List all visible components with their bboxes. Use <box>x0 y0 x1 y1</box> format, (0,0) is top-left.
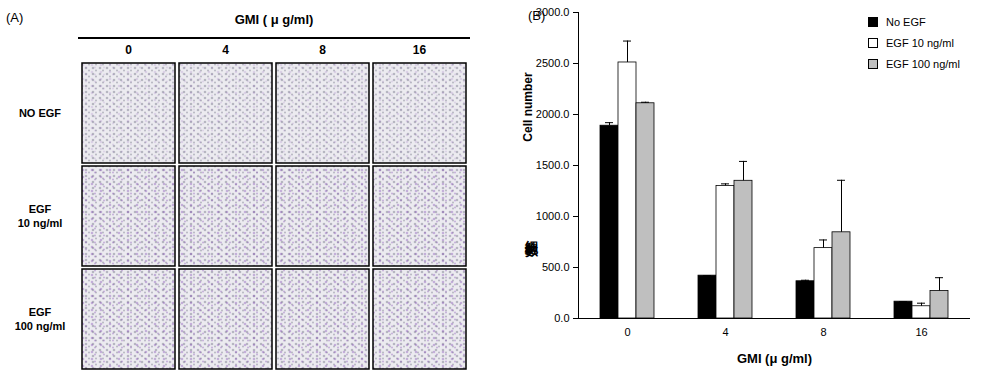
svg-text:GMI (μ g/ml): GMI (μ g/ml) <box>737 351 812 366</box>
svg-text:8: 8 <box>319 43 326 57</box>
svg-text:1500.0: 1500.0 <box>536 159 570 171</box>
svg-text:8: 8 <box>820 326 826 338</box>
svg-text:4: 4 <box>222 43 229 57</box>
svg-text:(A): (A) <box>6 10 23 25</box>
svg-text:500.0: 500.0 <box>542 261 570 273</box>
svg-text:1000.0: 1000.0 <box>536 210 570 222</box>
svg-text:NO EGF: NO EGF <box>19 107 61 119</box>
svg-text:EGF: EGF <box>29 203 52 215</box>
svg-text:0: 0 <box>624 326 630 338</box>
svg-text:10 ng/ml: 10 ng/ml <box>18 217 63 229</box>
svg-text:2000.0: 2000.0 <box>536 108 570 120</box>
svg-text:16: 16 <box>413 43 427 57</box>
svg-text:0: 0 <box>125 43 132 57</box>
svg-text:16: 16 <box>915 326 927 338</box>
svg-text:4: 4 <box>722 326 728 338</box>
svg-text:GMI ( μ g/ml): GMI ( μ g/ml) <box>235 12 314 27</box>
svg-text:EGF: EGF <box>29 306 52 318</box>
svg-text:2500.0: 2500.0 <box>536 57 570 69</box>
svg-text:100 ng/ml: 100 ng/ml <box>15 320 66 332</box>
svg-text:0.0: 0.0 <box>554 312 569 324</box>
